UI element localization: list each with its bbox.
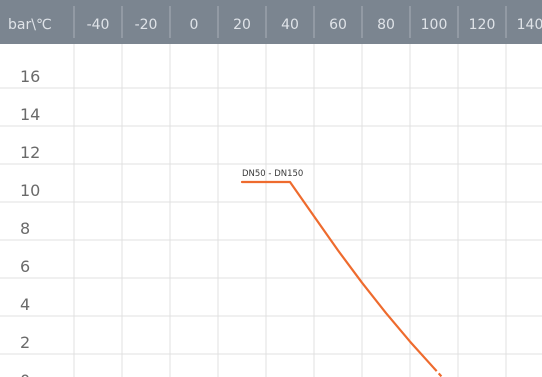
series-label: DN50 - DN150: [242, 169, 303, 179]
y-tick-label: 14: [20, 105, 40, 124]
header-row: bar\℃ -40 -20 0 20 40 60 80 100 120 140: [0, 0, 542, 44]
y-tick-label: 10: [20, 181, 40, 200]
x-tick-label: 20: [233, 17, 251, 33]
x-tick-label: 0: [190, 17, 199, 33]
y-tick-label: 0: [20, 371, 30, 377]
x-tick-label: 140: [517, 17, 542, 33]
x-tick-label: 120: [469, 17, 496, 33]
x-tick-label: -40: [87, 17, 110, 33]
corner-unit-label: bar\℃: [8, 17, 52, 33]
series-line: [240, 180, 436, 370]
x-tick-label: 80: [377, 17, 395, 33]
grid: [0, 44, 542, 377]
y-tick-label: 16: [20, 67, 40, 86]
y-tick-label: 6: [20, 257, 30, 276]
y-tick-label: 8: [20, 219, 30, 238]
series-layer: DN50 - DN150: [240, 169, 444, 377]
x-tick-label: 40: [281, 17, 299, 33]
x-tick-label: 60: [329, 17, 347, 33]
y-tick-label: 12: [20, 143, 40, 162]
y-tick-label: 2: [20, 333, 30, 352]
series-tail-dash: [433, 367, 444, 377]
x-tick-label: 100: [421, 17, 448, 33]
header-background: [0, 0, 542, 44]
y-tick-labels: 16 14 12 10 8 6 4 2 0: [20, 67, 40, 377]
x-tick-label: -20: [135, 17, 158, 33]
y-tick-label: 4: [20, 295, 30, 314]
